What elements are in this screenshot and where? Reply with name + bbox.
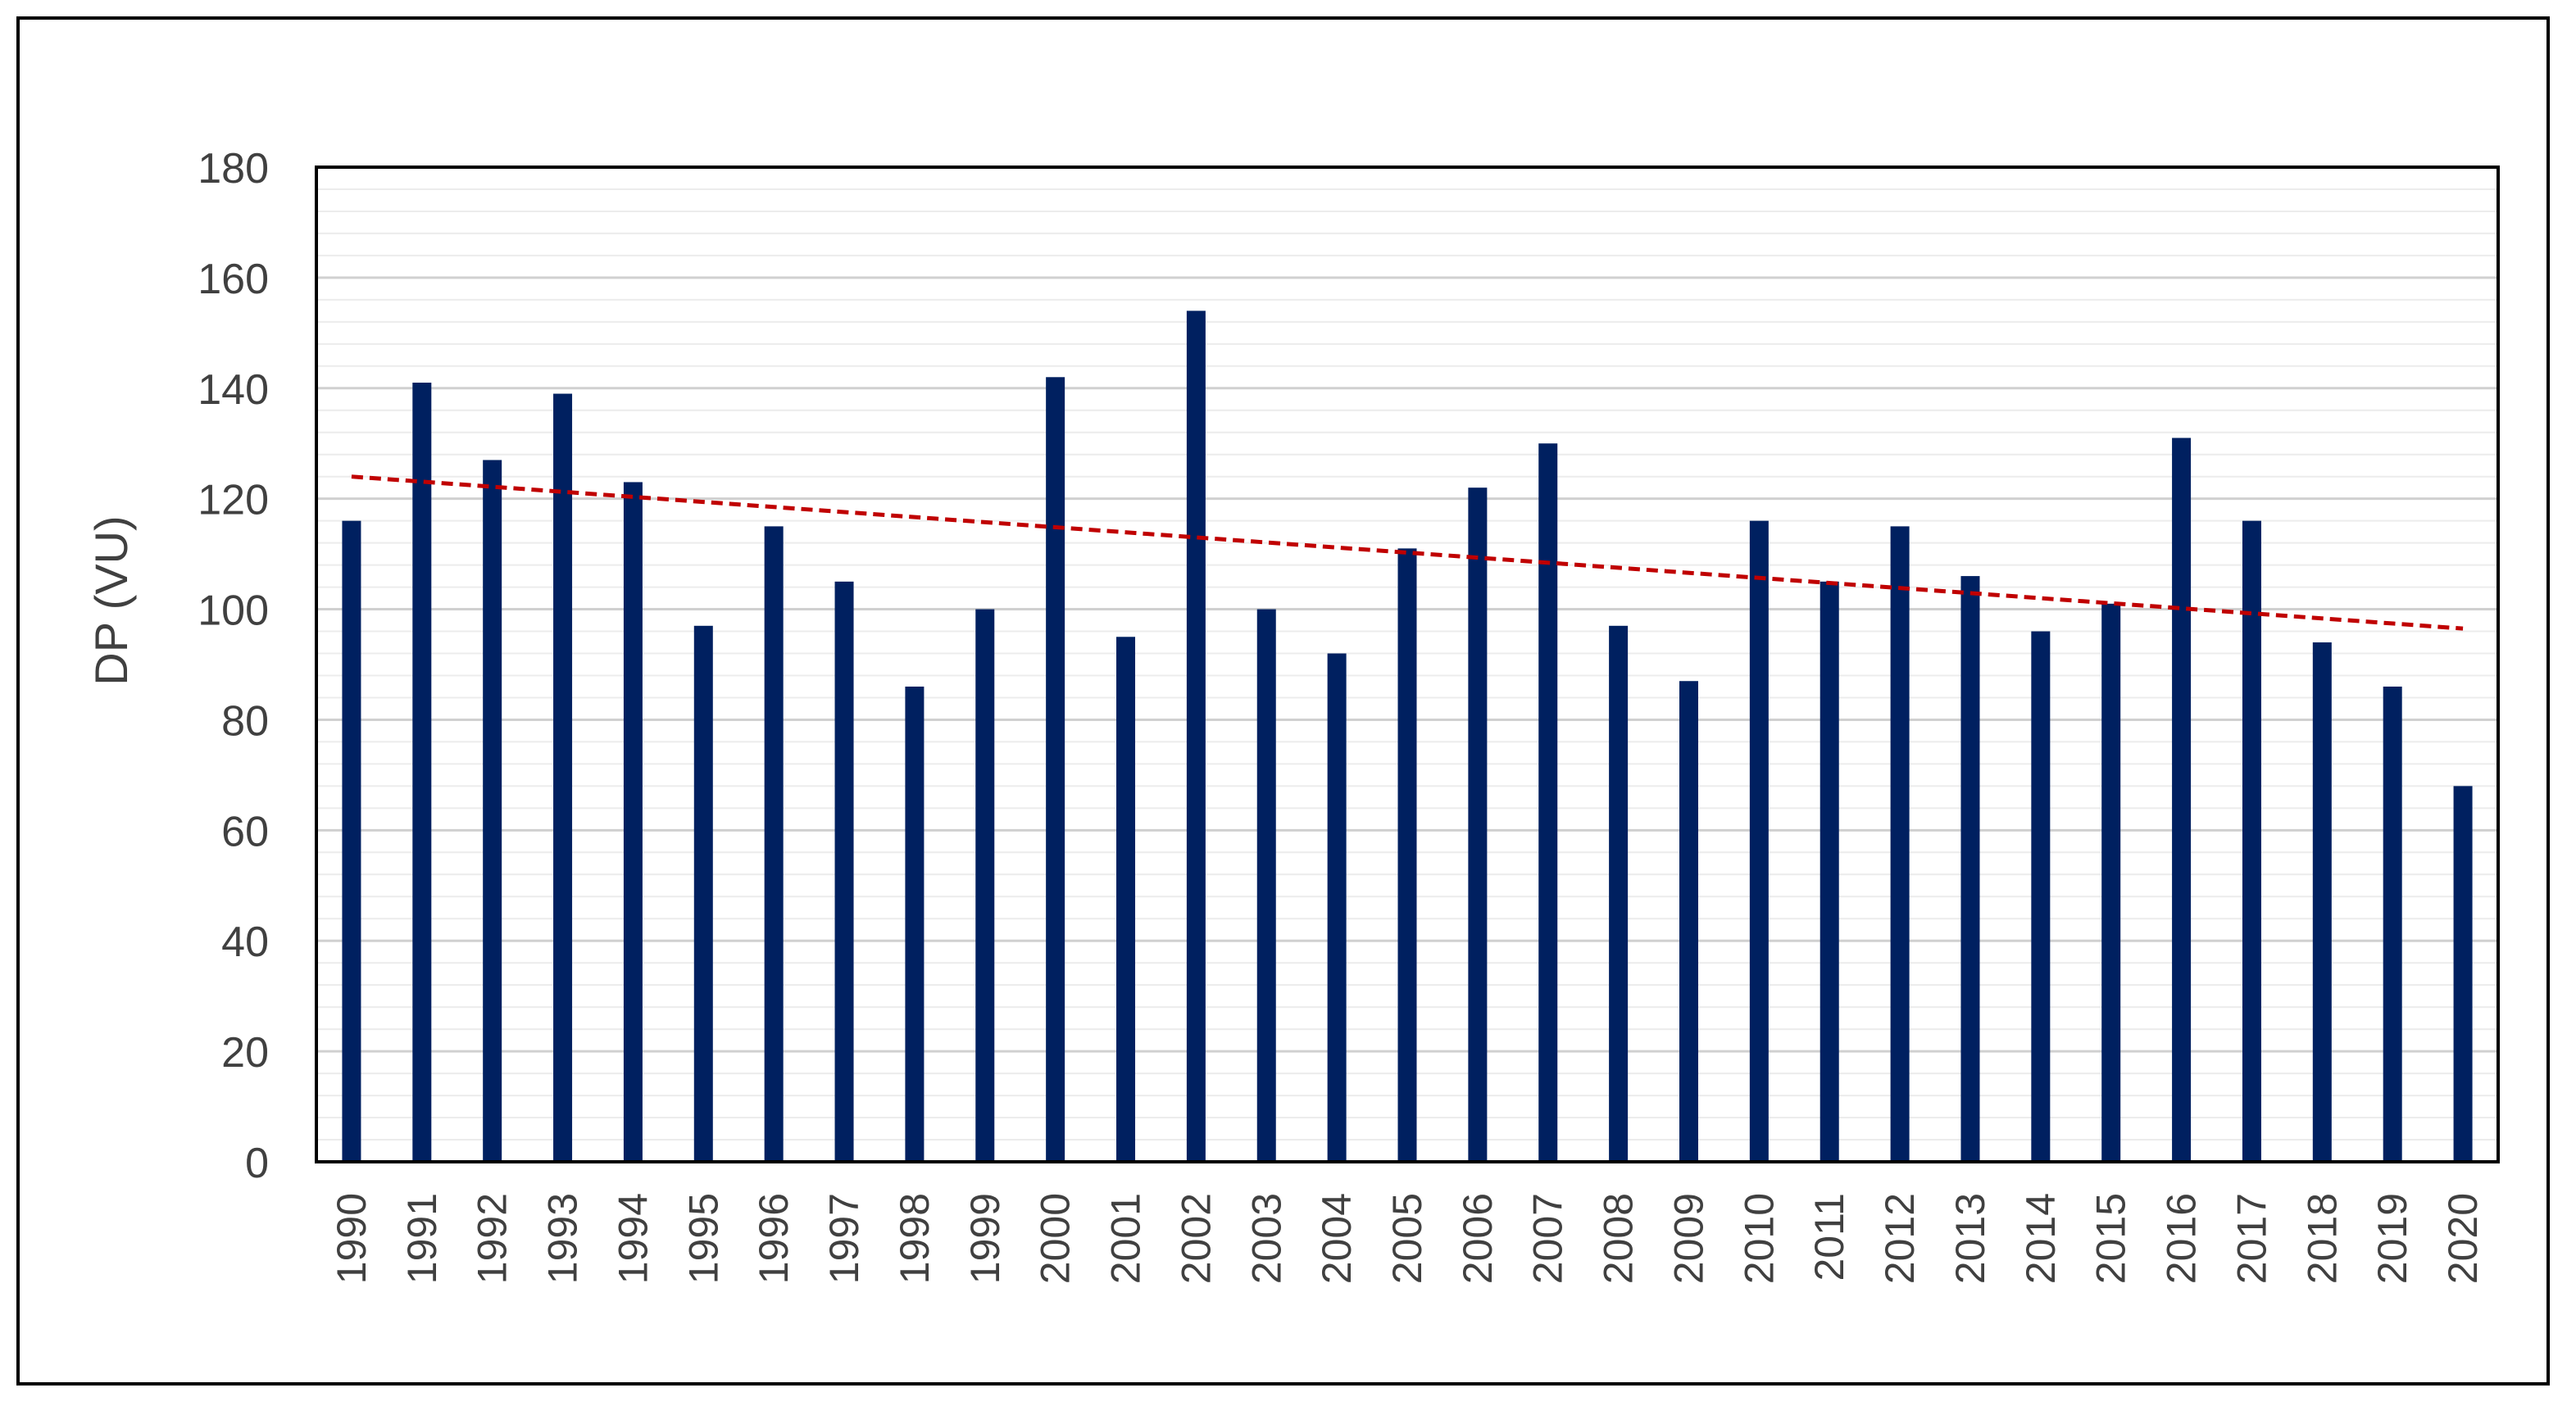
x-tick-label: 2001 [1103,1193,1149,1284]
bar [342,520,361,1162]
x-tick-label: 2015 [2088,1193,2134,1284]
bar [1327,653,1347,1162]
x-tick-label: 2011 [1806,1193,1852,1281]
x-tick-label: 1997 [821,1193,867,1284]
x-tick-label: 2020 [2440,1193,2486,1284]
bar [1538,443,1558,1162]
x-tick-label: 2014 [2018,1193,2064,1284]
bar [2242,520,2261,1162]
x-tick-label: 2012 [1877,1193,1923,1284]
y-tick-label: 0 [245,1140,269,1187]
bar [975,609,995,1162]
bar [553,393,573,1162]
bar [693,625,713,1162]
y-tick-label: 40 [221,918,269,966]
bar [1749,520,1769,1162]
x-tick-label: 1995 [680,1193,726,1284]
bar [2101,603,2121,1162]
y-tick-label: 100 [198,587,269,635]
y-tick-label: 20 [221,1029,269,1077]
x-tick-label: 2018 [2299,1193,2345,1284]
bar [2453,786,2473,1162]
bar [1960,576,1980,1162]
chart-frame [16,16,2550,1386]
bar [905,686,925,1162]
y-axis-ticks: 0 20 40 60 80 100 120 140 160 180 [198,145,269,1187]
x-tick-label: 2004 [1314,1193,1360,1284]
x-tick-label: 2000 [1033,1193,1079,1284]
x-tick-label: 1991 [399,1193,445,1284]
x-axis-ticks: 1990 1991 1992 1993 1994 1995 1996 1997 1998 1999… [329,1193,2486,1284]
x-tick-label: 1990 [329,1193,375,1284]
bar [834,581,854,1162]
bars [342,311,2473,1162]
x-tick-label: 1992 [470,1193,516,1284]
y-tick-label: 180 [198,145,269,193]
trendline-group [351,474,2464,631]
x-tick-label: 2007 [1525,1193,1571,1284]
y-tick-label: 80 [221,697,269,745]
bar [764,526,784,1162]
bar [2172,438,2192,1162]
bar [1116,637,1136,1162]
bar [1186,311,1206,1162]
bar [1820,581,1839,1162]
x-tick-label: 2016 [2159,1193,2205,1284]
trendline [351,474,2464,631]
x-tick-label: 2013 [1947,1193,1993,1284]
bar [1468,488,1488,1162]
x-tick-label: 2010 [1736,1193,1782,1284]
x-tick-label: 2009 [1665,1193,1711,1284]
y-tick-label: 120 [198,477,269,524]
bar [2383,686,2402,1162]
x-tick-label: 2008 [1596,1193,1642,1284]
bar [412,383,432,1162]
y-axis-label: DP (VU) [85,515,137,685]
bar [1890,526,1910,1162]
y-tick-label: 140 [198,366,269,414]
bar [1256,609,1276,1162]
bar [623,482,643,1162]
x-tick-label: 1998 [892,1193,938,1284]
bar [1046,377,1065,1162]
bar [1397,548,1417,1162]
bar [2031,631,2051,1162]
x-tick-label: 2002 [1173,1193,1219,1284]
y-tick-label: 160 [198,256,269,303]
x-tick-label: 1999 [962,1193,1008,1284]
plot-area-border [315,166,2500,1163]
bar [1609,625,1629,1162]
x-tick-label: 1994 [610,1193,656,1284]
bar [1679,681,1698,1162]
x-tick-label: 2019 [2369,1193,2415,1284]
y-tick-label: 60 [221,808,269,855]
x-tick-label: 2003 [1243,1193,1289,1284]
x-tick-label: 1993 [540,1193,586,1284]
x-tick-label: 1996 [751,1193,797,1284]
x-tick-label: 2006 [1455,1193,1501,1284]
bar [483,460,502,1162]
bar [2312,642,2332,1162]
x-tick-label: 2005 [1384,1193,1430,1284]
x-tick-label: 2017 [2228,1193,2274,1284]
